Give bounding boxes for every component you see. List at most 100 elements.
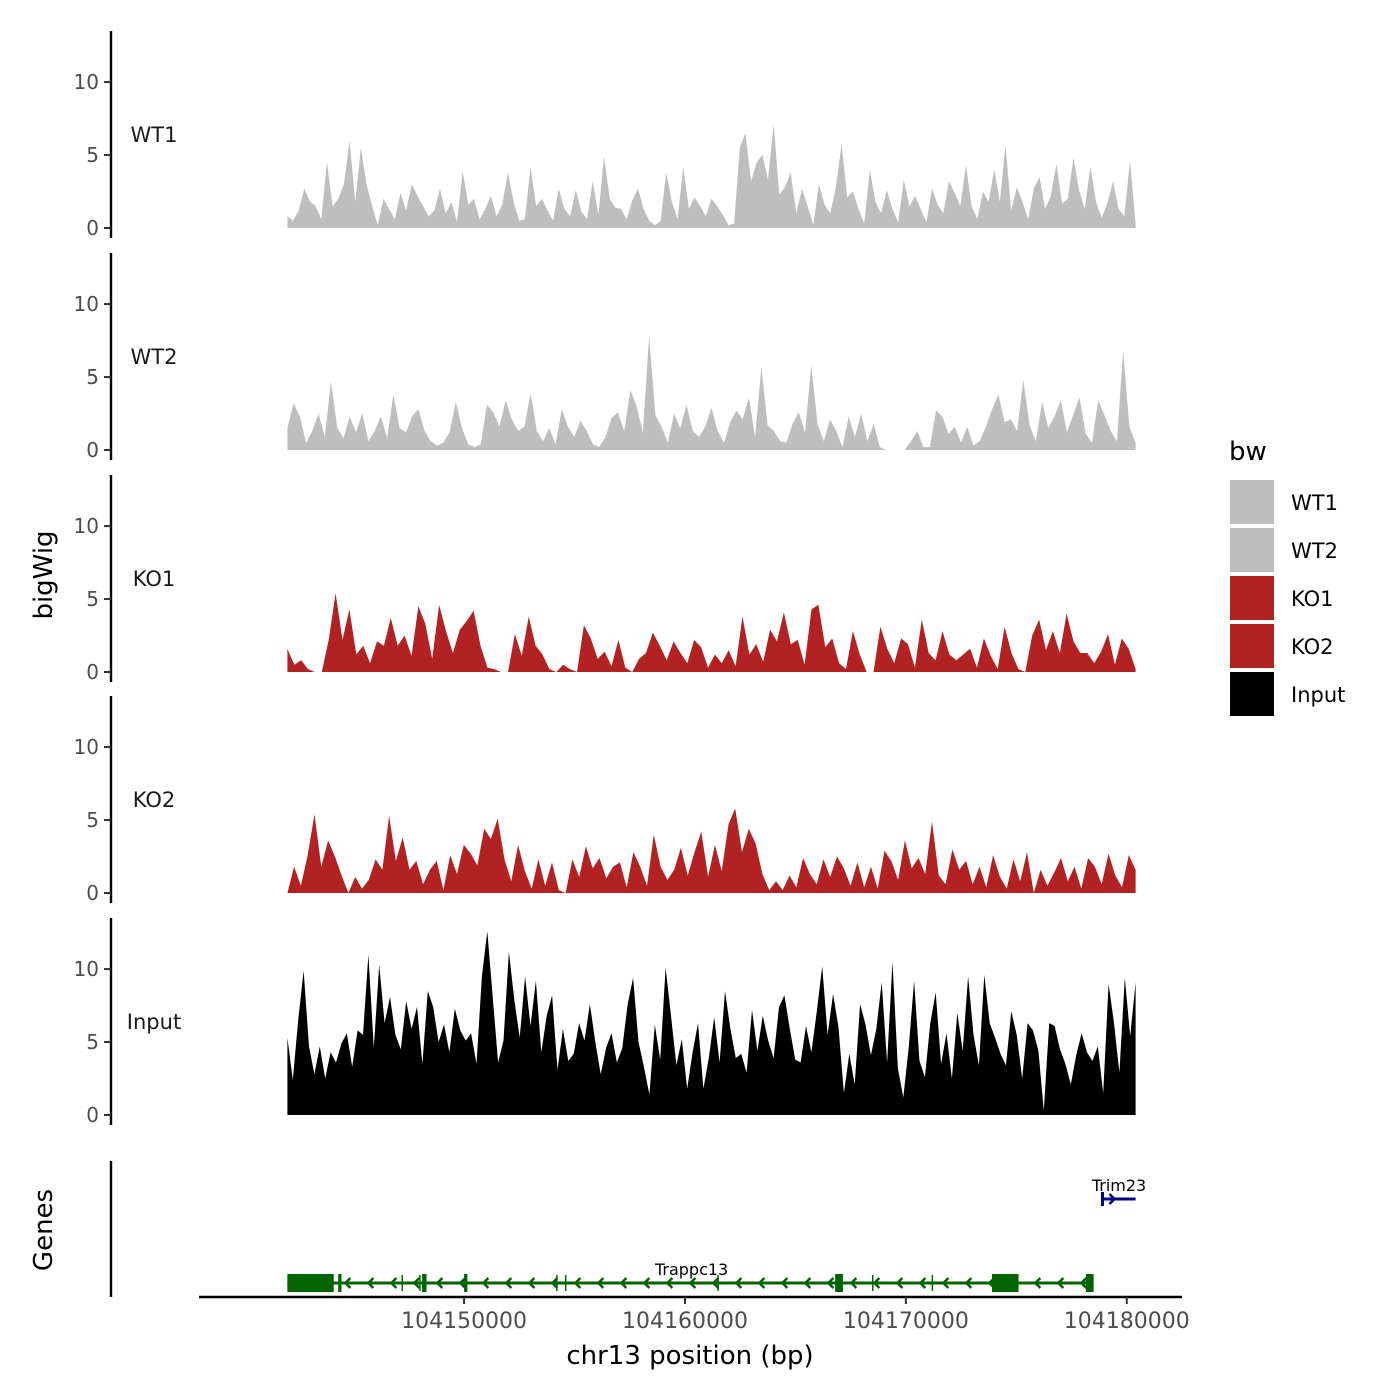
legend-swatch-ko1	[1230, 576, 1274, 620]
y-tick-label: 0	[86, 660, 99, 684]
track-label-ko2: KO2	[133, 788, 176, 812]
strand-arrow	[389, 1277, 398, 1289]
strand-arrow	[481, 1277, 490, 1289]
x-tick-label: 104170000	[843, 1309, 969, 1334]
track-ko2: 0 5 10 KO2	[74, 696, 1136, 905]
track-label-wt2: WT2	[131, 345, 178, 369]
legend-label-wt2: WT2	[1291, 539, 1338, 563]
gene-trim23: Trim23	[1091, 1176, 1146, 1206]
track-label-input: Input	[127, 1010, 181, 1034]
x-tick-label: 104180000	[1064, 1309, 1190, 1334]
strand-arrow	[895, 1277, 904, 1289]
strand-arrow	[688, 1277, 697, 1289]
strand-arrow	[826, 1277, 835, 1289]
strand-arrow	[780, 1277, 789, 1289]
strand-arrow	[665, 1277, 674, 1289]
legend-item-ko1: KO1	[1230, 576, 1334, 620]
strand-arrow	[803, 1277, 812, 1289]
legend-title: bw	[1229, 437, 1267, 467]
strand-arrow	[872, 1277, 881, 1289]
strand-arrow	[734, 1277, 743, 1289]
exon-block	[1085, 1274, 1094, 1292]
strand-arrow	[849, 1277, 858, 1289]
exon-block	[338, 1274, 342, 1292]
strand-arrow	[573, 1277, 582, 1289]
strand-arrow	[1108, 1193, 1117, 1205]
exon-block	[422, 1274, 427, 1292]
strand-arrow	[412, 1277, 421, 1289]
gene-label-trappc13: Trappc13	[654, 1260, 728, 1279]
signal-area-ko2	[287, 808, 1136, 893]
signal-area-ko1	[287, 593, 1136, 672]
gene-label-trim23: Trim23	[1091, 1176, 1146, 1195]
strand-arrow	[757, 1277, 766, 1289]
track-wt2: 0 5 10 WT2	[74, 253, 1136, 462]
x-tick-label: 104160000	[622, 1309, 748, 1334]
strand-arrow	[435, 1277, 444, 1289]
genes-axis-title: Genes	[29, 1189, 59, 1271]
strand-arrow	[918, 1277, 927, 1289]
y-tick-label: 10	[74, 70, 99, 94]
strand-arrow	[1056, 1277, 1065, 1289]
legend-swatch-wt2	[1230, 528, 1274, 572]
legend-label-ko1: KO1	[1291, 587, 1334, 611]
signal-area-wt1	[287, 124, 1136, 228]
y-tick-label: 0	[86, 1103, 99, 1127]
y-tick-label: 10	[74, 735, 99, 759]
strand-arrow	[343, 1277, 352, 1289]
y-tick-label: 10	[74, 292, 99, 316]
exon-block	[992, 1274, 1019, 1292]
strand-arrow	[642, 1277, 651, 1289]
gene-track-panel: Trappc13 Trim23 104150000 104160000 1041700…	[109, 1161, 1190, 1334]
y-tick-label: 0	[86, 216, 99, 240]
strand-arrow	[941, 1277, 950, 1289]
y-tick-label: 5	[86, 365, 99, 389]
signal-area-wt2	[287, 336, 1136, 450]
track-wt1: 0 5 10 WT1	[74, 31, 1136, 240]
legend-item-input: Input	[1230, 672, 1345, 716]
x-axis-title: chr13 position (bp)	[566, 1341, 813, 1371]
track-input: 0 5 10 Input	[74, 918, 1136, 1127]
y-tick-label: 5	[86, 587, 99, 611]
track-label-wt1: WT1	[131, 123, 178, 147]
strand-arrow	[1033, 1277, 1042, 1289]
track-label-ko1: KO1	[133, 567, 176, 591]
legend-label-input: Input	[1291, 683, 1345, 707]
strand-arrow	[504, 1277, 513, 1289]
legend-item-ko2: KO2	[1230, 624, 1334, 668]
strand-arrow	[619, 1277, 628, 1289]
legend-swatch-ko2	[1230, 624, 1274, 668]
legend-items: WT1 WT2 KO1 KO2 Input	[1230, 480, 1345, 716]
y-tick-label: 10	[74, 514, 99, 538]
legend-item-wt2: WT2	[1230, 528, 1338, 572]
signal-area-input	[287, 931, 1136, 1115]
y-tick-label: 10	[74, 957, 99, 981]
strand-arrow	[366, 1277, 375, 1289]
exon-block	[287, 1274, 334, 1292]
gene-models: Trappc13 Trim23	[287, 1176, 1146, 1292]
track-ko1: 0 5 10 KO1	[74, 475, 1136, 684]
strand-arrow	[964, 1277, 973, 1289]
legend: bw WT1 WT2 KO1 KO2 Input	[1229, 437, 1345, 716]
gene-trappc13: Trappc13	[287, 1260, 1094, 1292]
strand-arrow	[711, 1277, 720, 1289]
exon-block	[464, 1274, 468, 1292]
y-axis-title: bigWig	[29, 530, 59, 619]
y-tick-label: 0	[86, 881, 99, 905]
exon-block	[835, 1274, 843, 1292]
strand-arrow	[596, 1277, 605, 1289]
strand-arrow	[550, 1277, 559, 1289]
x-tick-label: 104150000	[401, 1309, 527, 1334]
strand-arrow	[458, 1277, 467, 1289]
legend-swatch-wt1	[1230, 480, 1274, 524]
y-tick-label: 0	[86, 438, 99, 462]
y-tick-label: 5	[86, 808, 99, 832]
x-axis-ticks: 104150000 104160000 104170000 104180000	[401, 1297, 1190, 1334]
legend-item-wt1: WT1	[1230, 480, 1338, 524]
strand-arrow	[527, 1277, 536, 1289]
strand-arrow	[1079, 1277, 1088, 1289]
track-panels: 0 5 10 WT1 0 5 10 WT2 0 5 10 KO1 0 5 10 KO2 0 5 10 Input	[74, 31, 1136, 1127]
legend-label-wt1: WT1	[1291, 491, 1338, 515]
legend-swatch-input	[1230, 672, 1274, 716]
